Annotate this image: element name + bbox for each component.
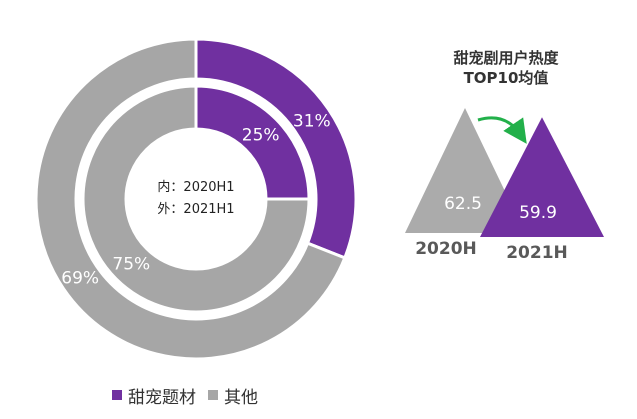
legend-label-other: 其他 — [224, 387, 258, 408]
triangle-chart-title-line1: 甜宠剧用户热度 — [453, 49, 559, 67]
triangle-2020h — [405, 108, 525, 233]
triangle-2020h-value: 62.5 — [444, 194, 482, 214]
outer-ring-theme-label: 31% — [293, 111, 331, 131]
legend-item-theme: 甜宠题材 — [112, 383, 196, 408]
triangle-2021h — [480, 117, 604, 237]
legend-swatch-other — [208, 390, 218, 400]
inner-ring-other-slice — [81, 84, 311, 314]
triangle-chart-title-line2: TOP10均值 — [464, 69, 549, 87]
legend-item-other: 其他 — [208, 383, 258, 408]
inner-ring-theme-label: 25% — [242, 125, 280, 145]
legend-label-theme: 甜宠题材 — [128, 387, 196, 408]
triangle-2021h-value: 59.9 — [519, 203, 557, 223]
donut-chart: 25% 75% 31% 69% — [34, 37, 358, 361]
triangle-2020h-label: 2020H — [415, 239, 477, 259]
donut-center-labels: 内：2020H1 外：2021H1 — [157, 179, 234, 217]
outer-ring-other-label: 69% — [61, 269, 99, 289]
triangle-2021h-label: 2021H — [506, 243, 568, 263]
center-label-outer: 外：2021H1 — [157, 202, 234, 217]
legend: 甜宠题材 其他 — [112, 383, 270, 408]
trend-arrow — [477, 116, 527, 144]
outer-ring-other-slice — [34, 37, 347, 361]
center-label-inner: 内：2020H1 — [157, 179, 234, 195]
inner-ring-theme-slice — [194, 84, 311, 201]
inner-ring-other-label: 75% — [112, 255, 150, 275]
legend-swatch-theme — [112, 390, 122, 400]
triangle-chart: 62.5 2020H 59.9 2021H — [405, 108, 604, 263]
